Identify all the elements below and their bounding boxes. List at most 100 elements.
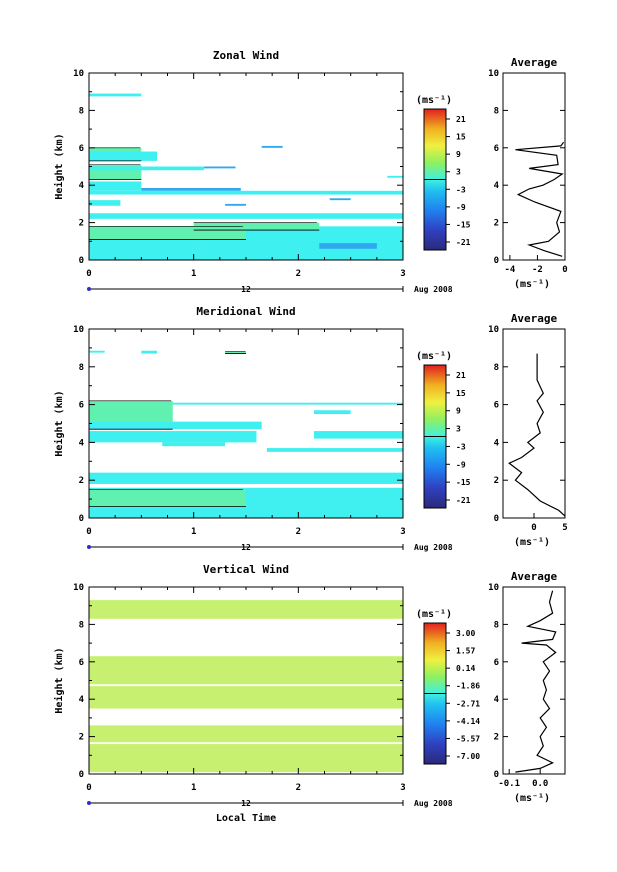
y-axis-label: Height (km) xyxy=(53,647,65,713)
heatmap-cell xyxy=(89,93,142,97)
date-label: Aug 2008 xyxy=(414,799,453,808)
x-tick-label: 3 xyxy=(400,783,405,793)
heatmap-cell xyxy=(89,725,403,743)
average-unit: (ms⁻¹) xyxy=(514,537,550,548)
average-unit: (ms⁻¹) xyxy=(514,279,550,290)
avg-y-tick-label: 0 xyxy=(494,770,499,780)
avg-y-tick-label: 2 xyxy=(494,219,499,229)
heatmap-cell xyxy=(329,198,351,201)
y-tick-label: 6 xyxy=(79,144,84,154)
colorbar-tick-label: -7.00 xyxy=(456,752,480,761)
y-tick-label: 10 xyxy=(73,325,84,335)
y-tick-label: 4 xyxy=(79,695,85,705)
heatmap-cell xyxy=(89,151,158,161)
heatmap-cell xyxy=(162,442,226,447)
avg-x-tick-label: 0 xyxy=(562,265,567,275)
avg-x-tick-label: -2 xyxy=(532,265,543,275)
y-tick-label: 6 xyxy=(79,658,84,668)
colorbar-tick-label: -4.14 xyxy=(456,717,480,726)
average-profile-line xyxy=(515,141,565,257)
avg-x-tick-label: 0 xyxy=(531,523,536,533)
avg-y-tick-label: 10 xyxy=(488,69,499,79)
avg-y-tick-label: 4 xyxy=(494,438,500,448)
heatmap-cell xyxy=(204,166,236,169)
average-frame xyxy=(502,586,566,775)
avg-y-tick-label: 10 xyxy=(488,583,499,593)
colorbar-tick-label: -9 xyxy=(456,203,466,212)
y-tick-label: 6 xyxy=(79,401,84,411)
date-axis-marker xyxy=(87,801,91,805)
x-tick-label: 2 xyxy=(296,783,301,793)
colorbar-tick-label: 3 xyxy=(456,425,461,434)
heatmap-cell xyxy=(89,472,403,484)
y-tick-label: 4 xyxy=(79,181,85,191)
heatmap-cell xyxy=(261,145,283,148)
avg-y-tick-label: 8 xyxy=(494,106,499,116)
avg-y-tick-label: 4 xyxy=(494,181,500,191)
colorbar-tick-label: 3 xyxy=(456,168,461,177)
x-tick-label: 2 xyxy=(296,527,301,537)
heatmap-cell xyxy=(314,410,351,415)
x-tick-label: 0 xyxy=(86,269,91,279)
colorbar-tick-label: 1.57 xyxy=(456,647,475,656)
colorbar-tick-label: -3 xyxy=(456,185,466,194)
heatmap-cell xyxy=(89,600,403,619)
date-hour-label: 12 xyxy=(241,799,251,808)
heatmap-cell xyxy=(319,243,377,249)
y-tick-label: 0 xyxy=(79,256,84,266)
avg-y-tick-label: 4 xyxy=(494,695,500,705)
colorbar-tick-label: -21 xyxy=(456,496,471,505)
y-tick-label: 4 xyxy=(79,438,85,448)
avg-y-tick-label: 0 xyxy=(494,256,499,266)
y-tick-label: 2 xyxy=(79,476,84,486)
x-tick-label: 2 xyxy=(296,269,301,279)
heatmap-cell xyxy=(225,203,246,206)
heatmap-cell xyxy=(89,402,403,405)
avg-y-tick-label: 2 xyxy=(494,733,499,743)
heatmap-cell xyxy=(89,166,205,171)
heatmap-cell xyxy=(89,744,403,773)
average-title: Average xyxy=(511,312,558,325)
colorbar-tick-label: 9 xyxy=(456,407,461,416)
heatmap-cell xyxy=(89,190,403,195)
avg-y-tick-label: 0 xyxy=(494,514,499,524)
colorbar-tick-label: -9 xyxy=(456,460,466,469)
colorbar-unit: (ms⁻¹) xyxy=(416,609,452,620)
average-title: Average xyxy=(511,570,558,583)
date-hour-label: 12 xyxy=(241,285,251,294)
avg-y-tick-label: 6 xyxy=(494,401,499,411)
colorbar-tick-label: 9 xyxy=(456,150,461,159)
heatmap-cell xyxy=(314,431,403,439)
heatmap-cell xyxy=(89,421,262,430)
x-tick-label: 1 xyxy=(191,269,196,279)
heatmap-cell xyxy=(89,213,403,219)
colorbar-tick-label: 21 xyxy=(456,115,466,124)
panel-title: Zonal Wind xyxy=(213,49,279,62)
average-unit: (ms⁻¹) xyxy=(514,793,550,804)
x-tick-label: 0 xyxy=(86,783,91,793)
colorbar-tick-label: -2.71 xyxy=(456,699,480,708)
heatmap-cell xyxy=(89,489,246,507)
y-tick-label: 8 xyxy=(79,363,84,373)
colorbar-tick-label: 21 xyxy=(456,371,466,380)
y-tick-label: 2 xyxy=(79,733,84,743)
heatmap-cell xyxy=(141,350,158,354)
x-tick-label: 1 xyxy=(191,527,196,537)
panel-title: Vertical Wind xyxy=(203,563,289,576)
average-frame xyxy=(502,72,566,261)
panel-title: Meridional Wind xyxy=(196,305,295,318)
avg-y-tick-label: 8 xyxy=(494,363,499,373)
date-label: Aug 2008 xyxy=(414,285,453,294)
date-hour-label: 12 xyxy=(241,543,251,552)
heatmap-cell xyxy=(89,656,403,685)
y-tick-label: 2 xyxy=(79,219,84,229)
avg-y-tick-label: 6 xyxy=(494,144,499,154)
heatmap-cell xyxy=(387,175,403,178)
colorbar-tick-label: -3 xyxy=(456,442,466,451)
y-tick-label: 0 xyxy=(79,514,84,524)
colorbar-tick-label: -1.86 xyxy=(456,682,480,691)
avg-x-tick-label: -4 xyxy=(504,265,515,275)
colorbar-tick-label: -15 xyxy=(456,220,471,229)
avg-x-tick-label: -0.1 xyxy=(498,779,520,789)
